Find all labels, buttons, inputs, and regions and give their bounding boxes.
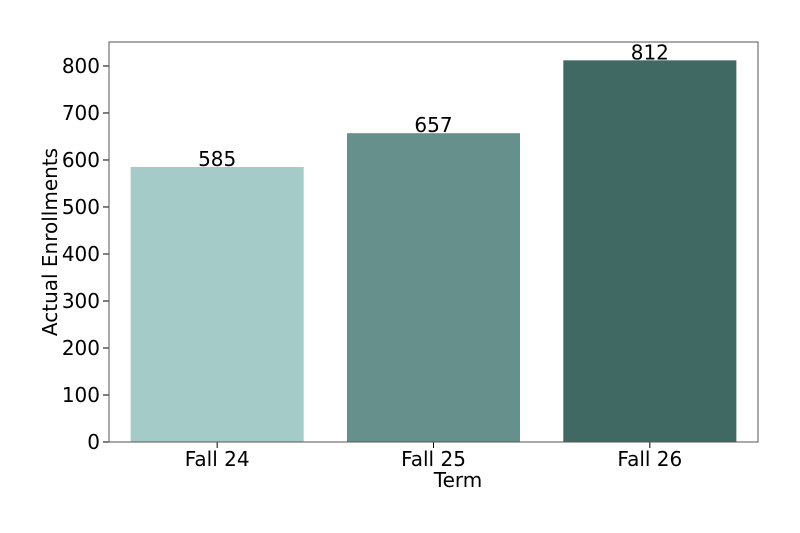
bar	[130, 167, 304, 443]
y-axis-label: Actual Enrollments	[38, 148, 62, 336]
y-tick-label: 0	[87, 430, 100, 454]
data-label: 812	[631, 40, 669, 64]
x-tick-label: Fall 26	[617, 447, 682, 471]
x-tick-label: Fall 25	[401, 447, 466, 471]
x-axis-label: Term	[433, 468, 482, 492]
y-tick-label: 700	[62, 101, 100, 125]
y-tick-label: 300	[62, 289, 100, 313]
data-label: 585	[198, 147, 236, 171]
bar	[346, 133, 521, 443]
y-tick-label: 200	[62, 336, 100, 360]
y-tick-label: 500	[62, 195, 100, 219]
bar	[563, 60, 737, 443]
y-tick-label: 800	[62, 54, 100, 78]
x-tick-label: Fall 24	[185, 447, 250, 471]
plot-frame	[108, 41, 759, 443]
y-tick-label: 400	[62, 242, 100, 266]
data-label: 657	[414, 113, 452, 137]
y-tick-label: 600	[62, 148, 100, 172]
y-tick-label: 100	[62, 383, 100, 407]
